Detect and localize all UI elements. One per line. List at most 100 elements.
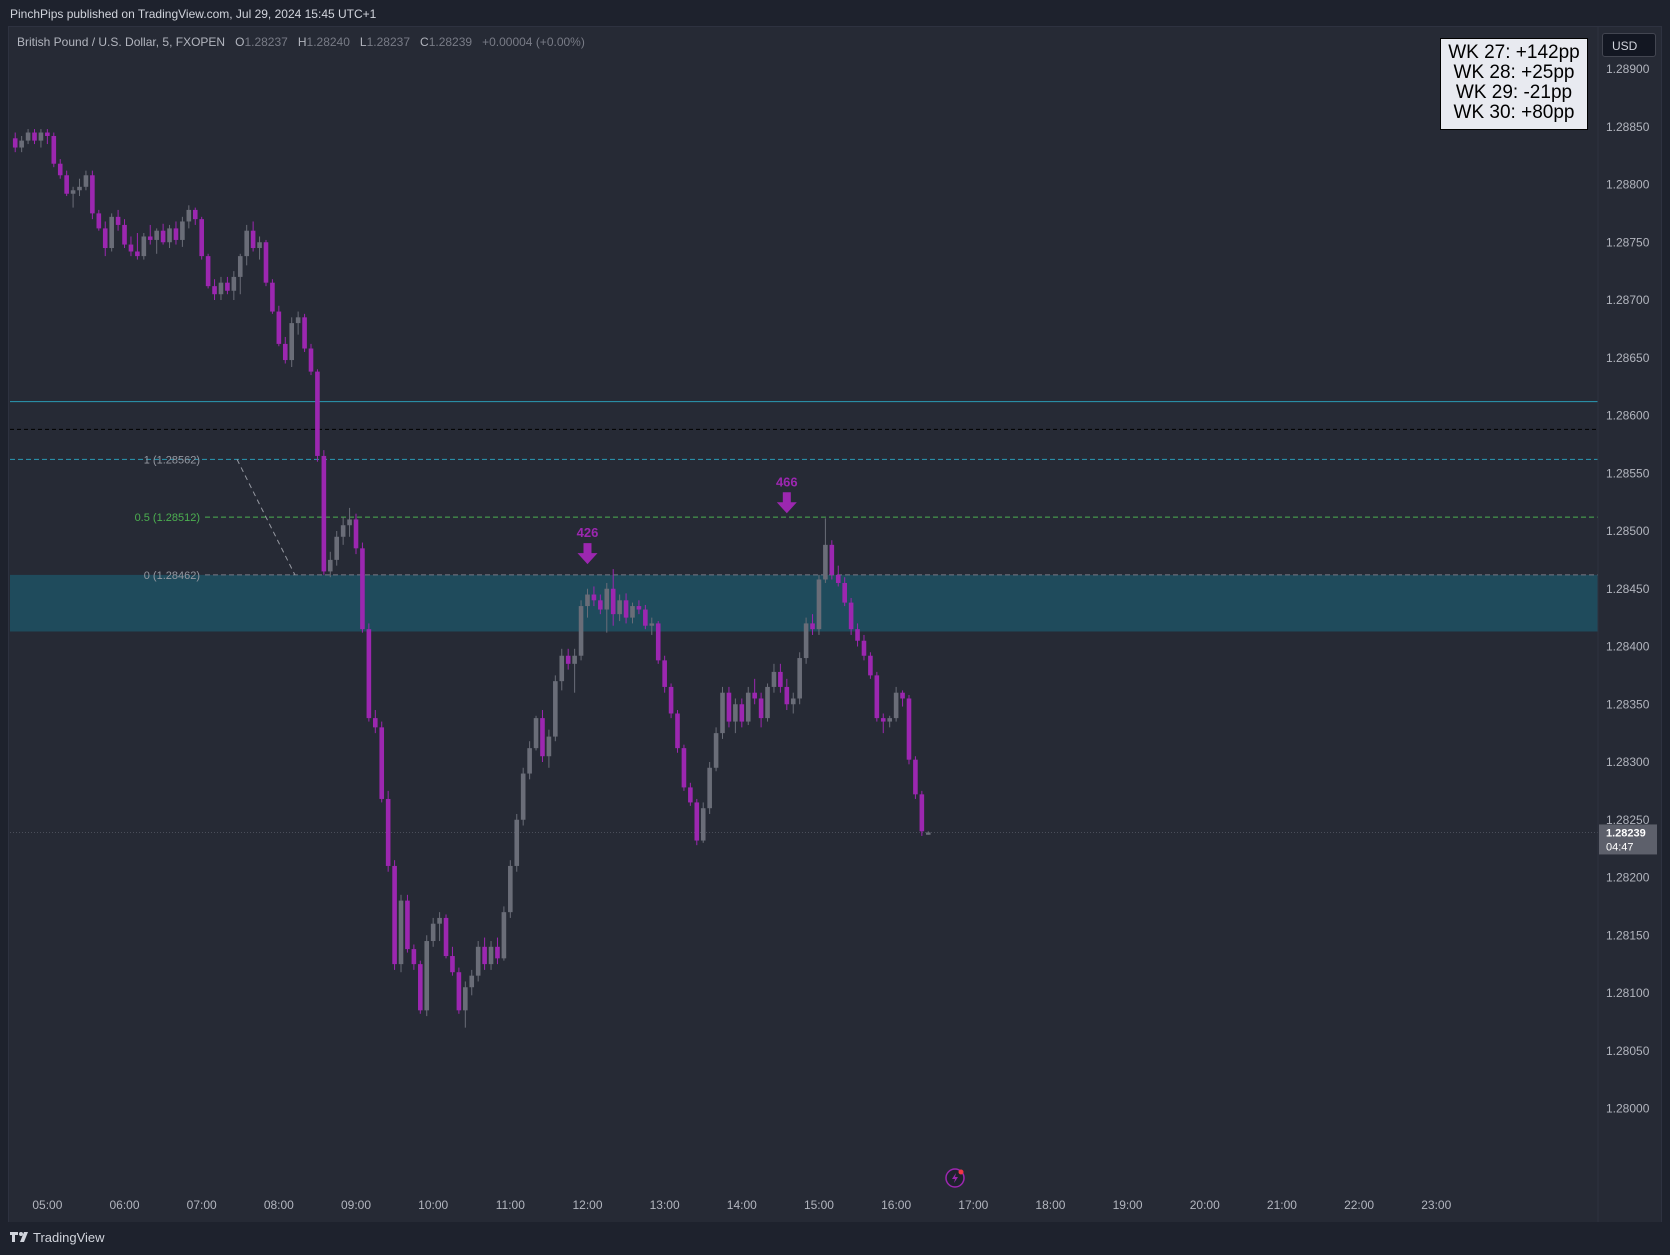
candle-body: [237, 256, 243, 277]
candle-body: [797, 658, 802, 699]
candle-body: [790, 698, 796, 705]
time-tick-label: 15:00: [804, 1198, 834, 1212]
candle-body: [591, 594, 597, 601]
candle-body: [655, 623, 661, 661]
change-value: +0.00004 (+0.00%): [482, 35, 585, 49]
candle-body: [160, 230, 166, 243]
candle-body: [501, 912, 507, 959]
price-tick-label: 1.28700: [1606, 293, 1650, 307]
symbol-legend[interactable]: British Pound / U.S. Dollar, 5, FXOPEN O…: [17, 35, 585, 49]
candle-body: [173, 228, 179, 240]
weekly-results-box: WK 27: +142pp WK 28: +25pp WK 29: -21pp …: [1440, 38, 1588, 130]
candle-body: [681, 748, 687, 788]
candle-body: [51, 135, 57, 164]
candle-body: [456, 972, 462, 1011]
candle-body: [340, 525, 346, 537]
candle-body: [617, 600, 622, 615]
time-axis[interactable]: 05:00 06:00 07:00 08:00 09:00 10:00 11:00 12:00…: [32, 1198, 1451, 1212]
price-tick-label: 1.28400: [1606, 640, 1650, 654]
candle-body: [347, 519, 352, 526]
price-tick-label: 1.28650: [1606, 351, 1650, 365]
candle-body: [302, 317, 307, 349]
candle-body: [745, 692, 751, 722]
candle-body: [289, 323, 295, 361]
candle-body: [868, 655, 873, 676]
tradingview-logo-icon[interactable]: [10, 1231, 30, 1246]
candle-body: [810, 623, 815, 630]
wk27-line: WK 27: +142pp: [1448, 42, 1580, 63]
price-axis[interactable]: 1.28900 1.28850 1.28800 1.28750 1.28700 1.286…: [1606, 62, 1650, 1116]
candle-body: [855, 629, 860, 641]
candle-body: [688, 787, 693, 803]
candle-body: [385, 798, 391, 866]
candle-body: [418, 964, 423, 1011]
time-tick-label: 12:00: [572, 1198, 602, 1212]
candle-body: [906, 698, 912, 760]
candle-body: [649, 623, 655, 626]
candle-body: [469, 975, 475, 988]
candle-body: [463, 987, 468, 1011]
candle-body: [411, 949, 417, 965]
close-value: 1.28239: [428, 35, 473, 49]
candle-body: [482, 946, 487, 965]
candle-body: [225, 282, 230, 291]
price-chart[interactable]: 1 (1.28562) 0.5 (1.28512) 0 (1.28462) 42…: [0, 0, 1670, 1222]
sell-arrow-icon: [776, 492, 797, 514]
candle-body: [353, 519, 359, 549]
time-tick-label: 22:00: [1344, 1198, 1374, 1212]
candle-body: [295, 317, 301, 324]
candle-body: [668, 686, 674, 714]
candle-body: [315, 371, 320, 456]
candle-body: [913, 759, 918, 795]
candle-body: [771, 671, 777, 687]
candle-body: [520, 773, 526, 820]
candle-body: [244, 230, 249, 257]
price-tick-label: 1.28450: [1606, 582, 1650, 596]
lightning-icon[interactable]: [945, 1168, 965, 1188]
candle-body: [276, 311, 282, 344]
candle-body: [726, 692, 732, 722]
fib-1-label: 1 (1.28562): [144, 454, 200, 466]
candle-body: [508, 865, 513, 913]
candle-body: [443, 917, 449, 957]
candle-body: [546, 736, 552, 757]
candle-body: [327, 559, 333, 572]
candle-body: [559, 655, 565, 682]
candle-body: [919, 794, 925, 832]
price-tick-label: 1.28550: [1606, 466, 1650, 480]
symbol-name[interactable]: British Pound / U.S. Dollar, 5, FXOPEN: [17, 35, 226, 49]
candle-body: [925, 832, 931, 835]
low-label: L: [359, 35, 367, 49]
price-tick-label: 1.28500: [1606, 524, 1650, 538]
candle-body: [334, 536, 340, 560]
candle-body: [829, 544, 835, 575]
wk29-line: WK 29: -21pp: [1455, 82, 1573, 103]
fib-0-label: 0 (1.28462): [144, 570, 200, 582]
candle-body: [893, 692, 899, 719]
candle-body: [900, 692, 905, 699]
price-tick-label: 1.28850: [1606, 120, 1650, 134]
wk28-line: WK 28: +25pp: [1453, 62, 1575, 83]
candle-body: [115, 216, 121, 225]
tradingview-brand[interactable]: TradingView: [33, 1230, 105, 1245]
candle-body: [96, 213, 102, 229]
time-tick-label: 17:00: [958, 1198, 988, 1212]
price-tick-label: 1.28250: [1606, 813, 1650, 827]
price-tick-label: 1.28050: [1606, 1044, 1650, 1058]
candle-body: [450, 956, 455, 973]
markers-group: 426 466: [577, 474, 798, 565]
candle-body: [12, 138, 18, 148]
candle-body: [308, 348, 314, 372]
time-tick-label: 21:00: [1267, 1198, 1297, 1212]
candle-body: [636, 606, 642, 610]
price-tick-label: 1.28000: [1606, 1102, 1650, 1116]
candle-body: [109, 216, 114, 249]
currency-button[interactable]: USD: [1602, 33, 1656, 57]
candle-countdown: 04:47: [1606, 841, 1634, 853]
time-tick-label: 14:00: [727, 1198, 757, 1212]
low-value: 1.28237: [366, 35, 410, 49]
candle-body: [257, 242, 262, 249]
candle-body: [572, 655, 577, 664]
candle-body: [739, 704, 745, 722]
price-tick-label: 1.28300: [1606, 755, 1650, 769]
